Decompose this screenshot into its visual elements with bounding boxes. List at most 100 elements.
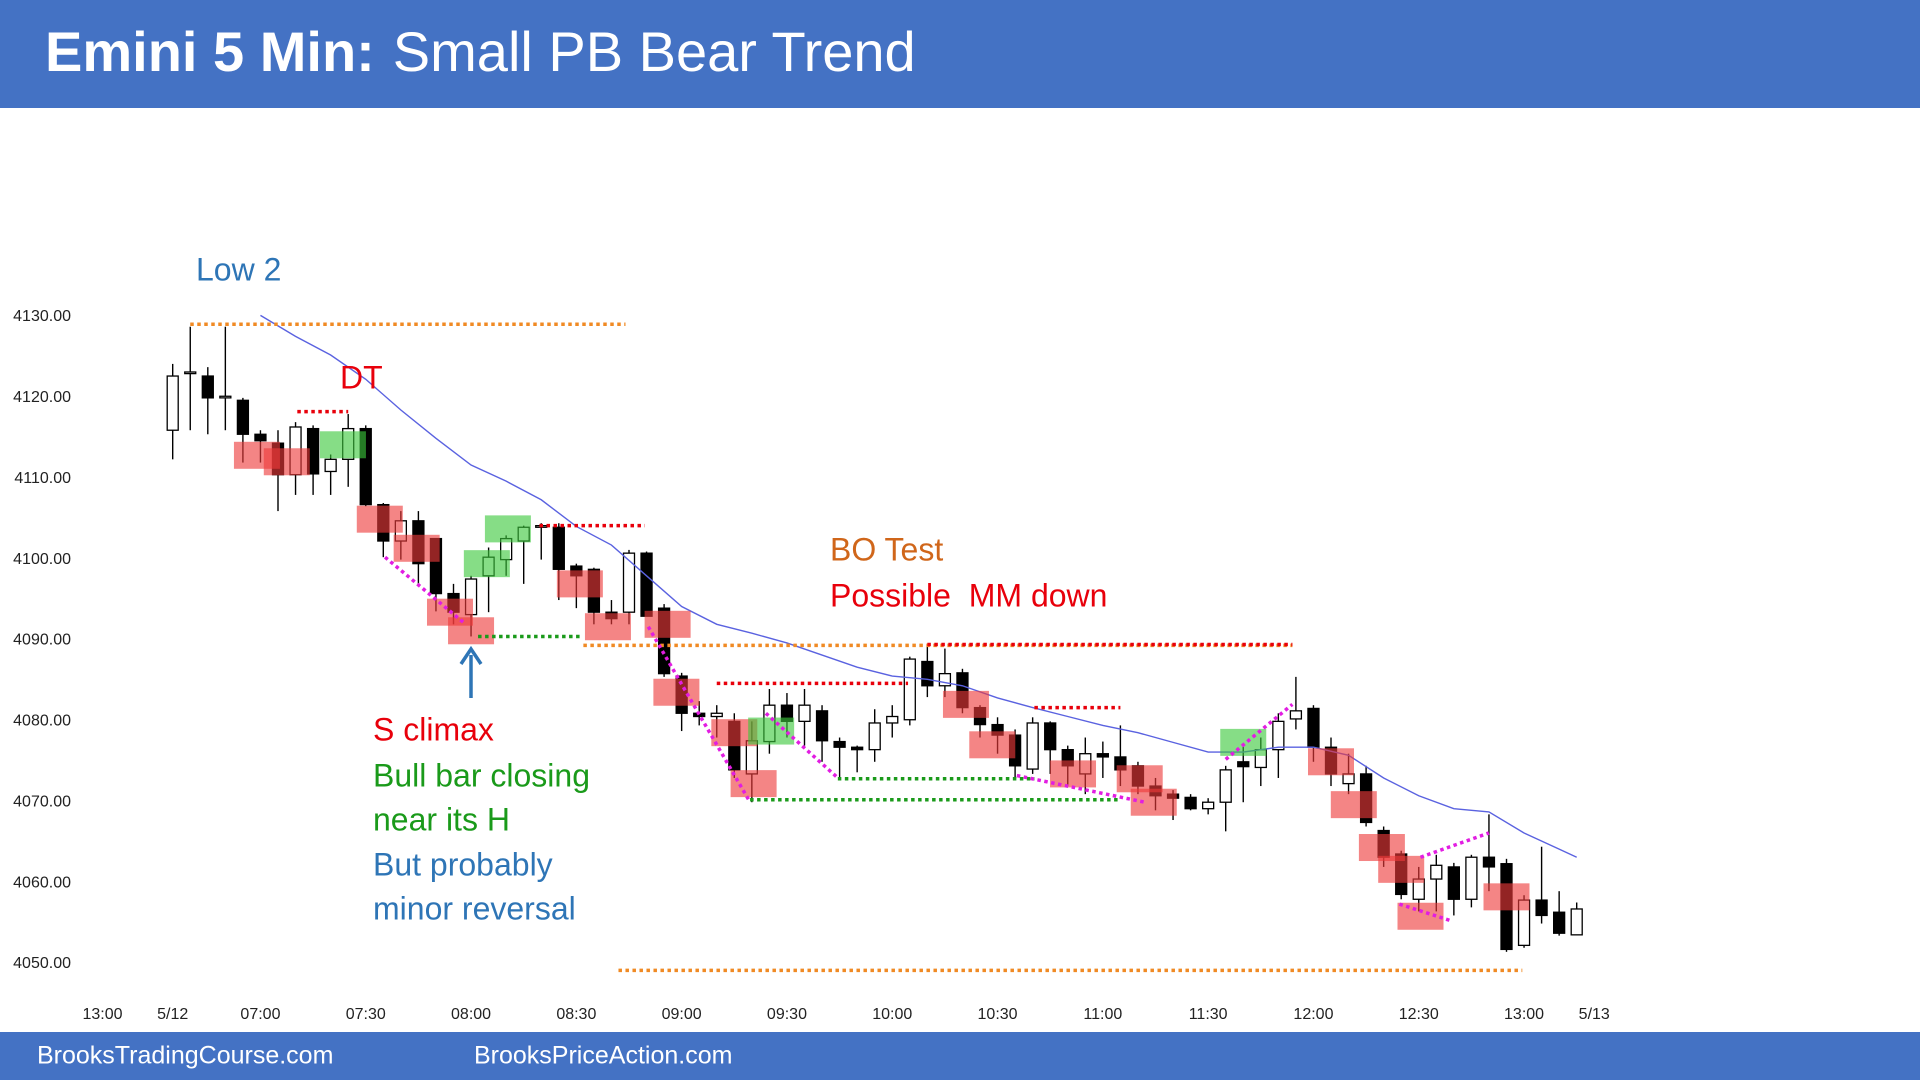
bar-highlight	[969, 731, 1016, 759]
plot-area: 4050.00 4060.00 4070.00 4080.00 4090.00 4100.…	[13, 308, 1610, 1023]
annotation: minor reversal	[373, 890, 576, 926]
candle-body	[359, 427, 372, 506]
candle-body	[254, 433, 267, 442]
trend-line	[383, 555, 467, 626]
bar-highlight	[393, 534, 440, 562]
candle-body	[1026, 722, 1039, 770]
annotation: Possible MM down	[830, 577, 1107, 613]
candle-body	[833, 740, 846, 748]
candle-body	[921, 660, 934, 687]
x-tick-label: 08:30	[556, 1006, 596, 1023]
candle-body	[219, 395, 232, 399]
bar-highlight	[1220, 728, 1267, 756]
bar-highlight	[748, 717, 795, 745]
candle-body	[236, 399, 250, 435]
bar-highlight	[319, 431, 366, 459]
candle-body	[1342, 773, 1355, 785]
candle-body	[657, 607, 671, 675]
chart-title: Emini 5 Min: Small PB Bear Trend	[45, 20, 916, 83]
annotations: Low 2 DT BO Test Possible MM down S clim…	[196, 251, 1107, 926]
x-tick-label: 12:30	[1399, 1006, 1439, 1023]
y-tick-label: 4130.00	[13, 308, 71, 325]
candle-body	[938, 672, 952, 687]
candle-body	[1570, 908, 1583, 936]
arrow-head	[459, 645, 483, 665]
footer-link: BrooksPriceAction.com	[474, 1042, 732, 1070]
bar-highlight	[1050, 760, 1097, 788]
bar-highlight	[448, 617, 495, 645]
candle-body	[1272, 720, 1285, 751]
candle-body	[1535, 899, 1548, 917]
candle-body	[851, 746, 864, 751]
annotation: BO Test	[830, 531, 943, 567]
candle-body	[622, 552, 636, 613]
candle-body	[1184, 796, 1197, 810]
x-tick-label: 12:00	[1293, 1006, 1333, 1023]
title-text: Small PB Bear Trend	[393, 20, 916, 83]
candle-body	[886, 715, 899, 724]
x-tick-label: 13:00	[1504, 1006, 1544, 1023]
candle-body	[1289, 710, 1303, 720]
candle-body	[1307, 707, 1320, 748]
candle-body	[166, 375, 179, 431]
candle-body	[1553, 911, 1566, 934]
header-bar	[0, 0, 1920, 108]
candle-body	[552, 526, 565, 570]
bar-highlight	[1116, 765, 1163, 793]
bar-highlight	[584, 613, 631, 641]
y-tick-label: 4070.00	[13, 793, 71, 810]
candle-body	[798, 704, 811, 723]
y-tick-label: 4080.00	[13, 713, 71, 730]
annotation: near its H	[373, 801, 510, 837]
x-tick-label: 10:00	[872, 1006, 912, 1023]
candle-body	[1237, 761, 1250, 768]
x-tick-label: 07:30	[346, 1006, 386, 1023]
moving-average	[260, 314, 1577, 858]
candle-body	[640, 552, 653, 617]
bar-highlight	[942, 690, 989, 718]
candle-body	[710, 712, 723, 718]
y-tick-label: 4060.00	[13, 874, 71, 891]
candle-body	[1044, 722, 1057, 751]
candle-body	[324, 458, 337, 473]
bar-highlight	[263, 448, 310, 476]
arrow	[459, 645, 483, 698]
bar-highlight	[1308, 748, 1354, 776]
trend-line	[1398, 902, 1453, 923]
bar-highlight	[1378, 855, 1425, 883]
y-tick-label: 4090.00	[13, 632, 71, 649]
bar-highlight	[730, 770, 777, 798]
trend-line	[1419, 831, 1490, 859]
annotation: Bull bar closing	[373, 757, 590, 793]
annotation: Low 2	[196, 251, 281, 287]
annotation: But probably	[373, 846, 553, 882]
x-tick-label: 5/13	[1579, 1006, 1610, 1023]
x-tick-label: 07:00	[240, 1006, 280, 1023]
y-tick-label: 4050.00	[13, 955, 71, 972]
y-tick-label: 4110.00	[14, 470, 71, 487]
x-tick-label: 08:00	[451, 1006, 491, 1023]
annotation: S climax	[373, 711, 494, 747]
bar-highlight	[1483, 883, 1530, 911]
trend-line	[646, 625, 752, 804]
y-tick-label: 4120.00	[13, 389, 71, 406]
candle-body	[1202, 801, 1215, 810]
bar-highlight	[484, 515, 531, 543]
candle-body	[903, 658, 916, 721]
trend-line	[1016, 773, 1146, 804]
annotation: DT	[340, 359, 383, 395]
x-tick-label: 11:30	[1189, 1006, 1228, 1023]
footer-bar	[0, 1032, 1920, 1080]
x-tick-label: 5/12	[157, 1006, 188, 1023]
candle-body	[1096, 753, 1109, 758]
x-tick-label: 09:30	[767, 1006, 807, 1023]
bar-highlight	[463, 550, 510, 578]
candle-body	[1219, 769, 1232, 803]
bar-highlight	[356, 505, 403, 533]
bar-highlight	[1130, 788, 1177, 816]
bar-highlight	[1330, 791, 1377, 819]
candle-body	[1482, 856, 1496, 868]
x-tick-label: 10:30	[978, 1006, 1018, 1023]
candle-body	[1447, 866, 1460, 900]
